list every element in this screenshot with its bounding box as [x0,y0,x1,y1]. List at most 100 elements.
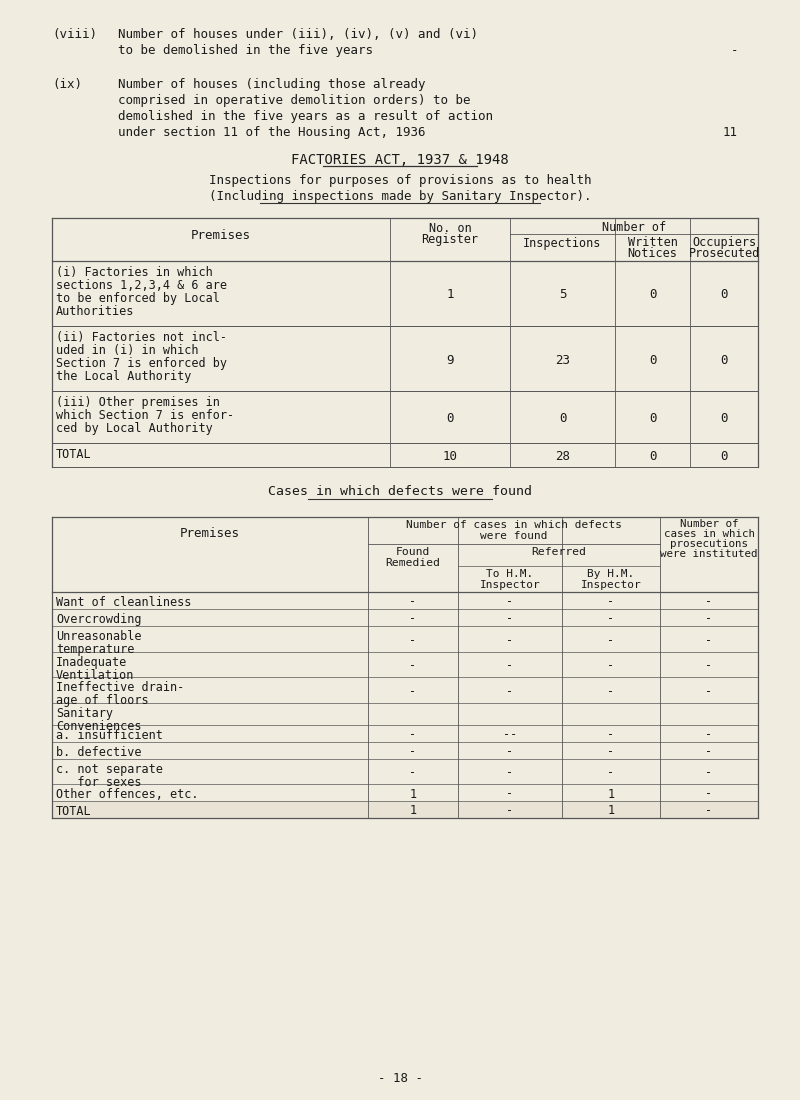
Text: --: -- [503,728,517,741]
Text: 0: 0 [649,353,656,366]
Text: Ventilation: Ventilation [56,669,134,682]
Text: 10: 10 [442,450,458,463]
Text: which Section 7 is enfor-: which Section 7 is enfor- [56,409,234,422]
Text: - 18 -: - 18 - [378,1072,422,1085]
Text: -: - [506,595,514,608]
Text: (iii) Other premises in: (iii) Other premises in [56,396,220,409]
Text: Inspections: Inspections [523,236,602,250]
Text: Premises: Premises [191,229,251,242]
Text: 0: 0 [558,412,566,425]
Text: the Local Authority: the Local Authority [56,370,191,383]
Text: Number of: Number of [602,221,666,234]
Text: Prosecuted: Prosecuted [688,248,760,260]
Text: (Including inspections made by Sanitary Inspector).: (Including inspections made by Sanitary … [209,190,591,204]
Text: (viii): (viii) [52,28,97,41]
Text: comprised in operative demolition orders) to be: comprised in operative demolition orders… [118,94,470,107]
Text: c. not separate: c. not separate [56,763,163,776]
Text: -: - [410,613,417,626]
Text: b. defective: b. defective [56,746,142,759]
Text: -: - [706,746,713,759]
Text: a. insufficient: a. insufficient [56,729,163,743]
Text: -: - [506,685,514,698]
Text: -: - [706,613,713,626]
Text: -: - [706,767,713,780]
Text: Overcrowding: Overcrowding [56,613,142,626]
Text: Authorities: Authorities [56,305,134,318]
Text: -: - [506,804,514,817]
Text: (ii) Factories not incl-: (ii) Factories not incl- [56,331,227,344]
Text: 0: 0 [720,412,728,425]
Text: -: - [706,685,713,698]
Text: uded in (i) in which: uded in (i) in which [56,344,198,358]
Text: -: - [706,660,713,672]
Text: sections 1,2,3,4 & 6 are: sections 1,2,3,4 & 6 are [56,279,227,292]
Text: 0: 0 [720,353,728,366]
Text: Conveniences: Conveniences [56,720,142,733]
Text: Cases in which defects were found: Cases in which defects were found [268,485,532,498]
Text: 1: 1 [446,288,454,301]
Text: -: - [410,595,417,608]
Text: -: - [607,746,614,759]
Text: Ineffective drain-: Ineffective drain- [56,681,184,694]
Text: were instituted: were instituted [660,549,758,559]
Text: No. on: No. on [429,222,471,235]
Text: -: - [706,728,713,741]
Text: -: - [607,685,614,698]
Text: 0: 0 [720,450,728,463]
Text: ced by Local Authority: ced by Local Authority [56,422,213,435]
Text: 28: 28 [555,450,570,463]
Text: Number of houses (including those already: Number of houses (including those alread… [118,78,426,91]
Text: demolished in the five years as a result of action: demolished in the five years as a result… [118,110,493,123]
Text: temperature: temperature [56,644,134,656]
Text: -: - [506,767,514,780]
Text: Register: Register [422,233,478,246]
Text: to be enforced by Local: to be enforced by Local [56,292,220,305]
Text: TOTAL: TOTAL [56,448,92,461]
Text: 1: 1 [607,804,614,817]
Text: cases in which: cases in which [663,529,754,539]
Text: -: - [506,746,514,759]
Text: under section 11 of the Housing Act, 1936: under section 11 of the Housing Act, 193… [118,126,426,139]
Text: Notices: Notices [627,248,678,260]
Text: -: - [607,595,614,608]
Text: -: - [607,767,614,780]
Text: Remedied: Remedied [386,558,441,568]
Text: -: - [506,660,514,672]
Text: -: - [607,660,614,672]
Text: Referred: Referred [531,547,586,557]
Text: 23: 23 [555,353,570,366]
Text: 1: 1 [607,788,614,801]
Text: -: - [506,634,514,647]
Text: -: - [607,728,614,741]
Text: Inspector: Inspector [480,580,540,590]
Text: Inspections for purposes of provisions as to health: Inspections for purposes of provisions a… [209,174,591,187]
Text: Unreasonable: Unreasonable [56,630,142,644]
Text: -: - [410,660,417,672]
Text: Number of: Number of [680,519,738,529]
Text: 0: 0 [649,450,656,463]
Text: 0: 0 [649,288,656,301]
Text: prosecutions: prosecutions [670,539,748,549]
Text: to be demolished in the five years: to be demolished in the five years [118,44,373,57]
Text: -: - [706,634,713,647]
Text: -: - [706,804,713,817]
Text: -: - [706,595,713,608]
Text: -: - [607,634,614,647]
Text: -: - [506,788,514,801]
Text: 0: 0 [720,288,728,301]
Text: 0: 0 [649,412,656,425]
Text: -: - [410,728,417,741]
Text: To H.M.: To H.M. [486,569,534,579]
Bar [52,801,758,818]
Text: 5: 5 [558,288,566,301]
Text: 1: 1 [410,804,417,817]
Text: -: - [410,746,417,759]
Text: 0: 0 [446,412,454,425]
Text: Sanitary: Sanitary [56,707,113,721]
Text: Number of cases in which defects: Number of cases in which defects [406,520,622,530]
Text: By H.M.: By H.M. [587,569,634,579]
Text: -: - [706,788,713,801]
Text: -: - [410,634,417,647]
Text: Occupiers: Occupiers [692,236,756,249]
Text: -: - [730,44,738,57]
